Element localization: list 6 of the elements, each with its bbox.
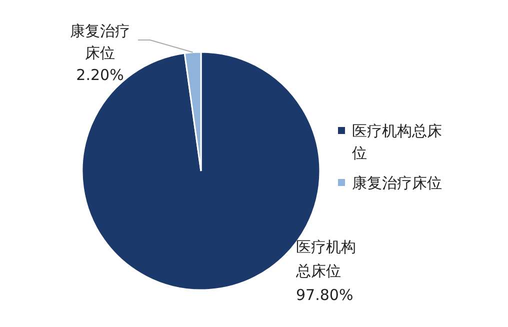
legend-label: 康复治疗床位: [352, 174, 442, 192]
slice-label: 康复治疗床位: [70, 22, 130, 62]
data-label: 97.80%: [296, 286, 354, 304]
data-label: 2.20%: [76, 66, 124, 84]
slice-label: 医疗机构总床位: [295, 238, 356, 280]
legend-label: 医疗机构总床位: [352, 122, 442, 162]
